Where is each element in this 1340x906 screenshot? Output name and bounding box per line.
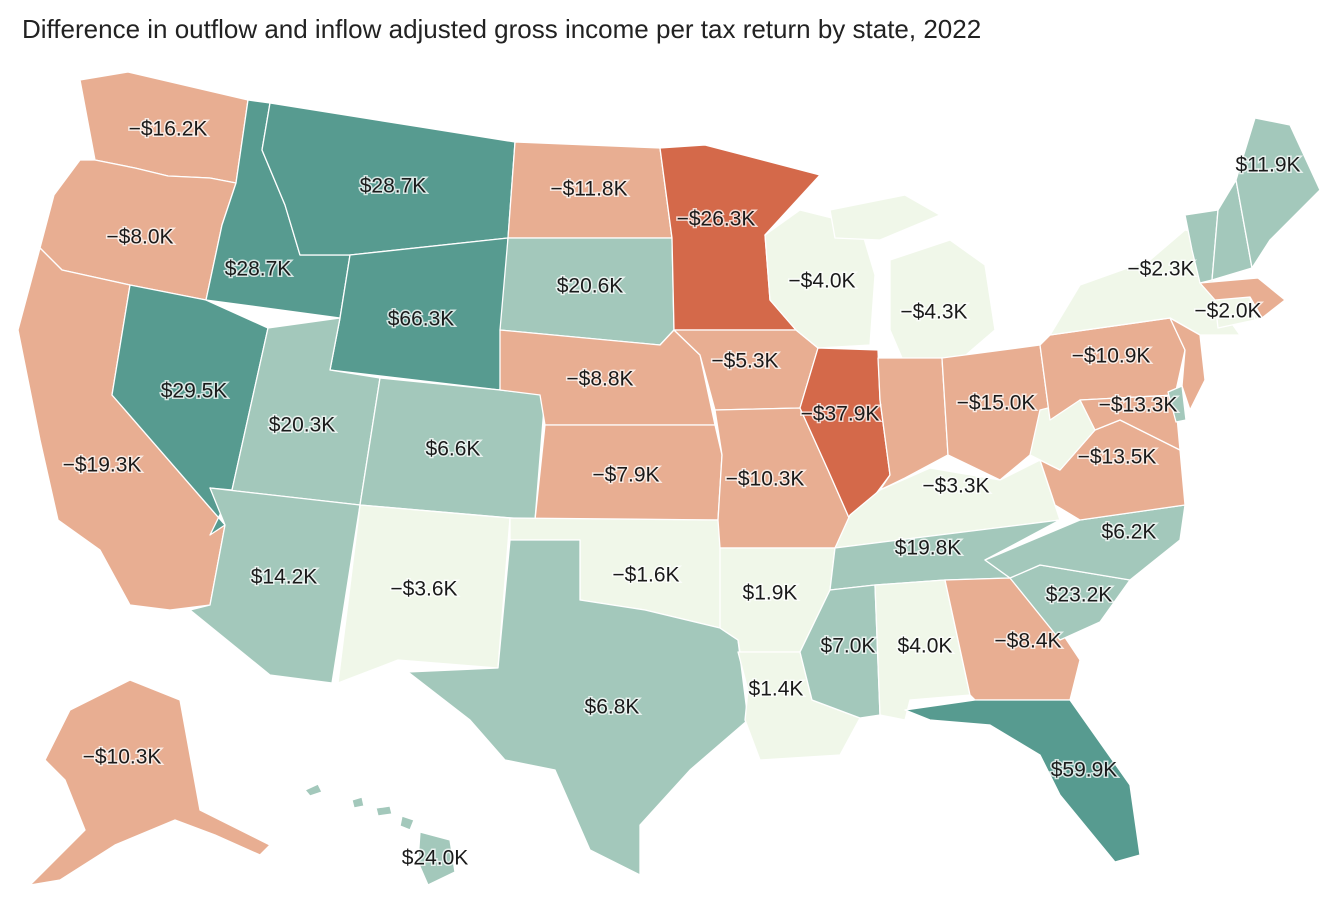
state-wy	[329, 237, 509, 391]
state-label-nv: $29.5K	[161, 380, 228, 403]
state-mi	[829, 194, 996, 366]
state-label-oh: −$15.0K	[957, 392, 1036, 415]
state-tx	[407, 539, 749, 876]
state-label-nd: −$11.8K	[550, 178, 627, 201]
state-label-ne: −$8.8K	[566, 368, 633, 391]
state-label-mt: $28.7K	[360, 175, 427, 198]
state-label-ny: −$2.3K	[1127, 258, 1194, 281]
state-label-ia: −$5.3K	[711, 350, 778, 373]
state-label-co: $6.6K	[426, 438, 481, 461]
state-label-az: $14.2K	[251, 566, 318, 589]
state-label-tn: $19.8K	[895, 537, 962, 560]
state-hi	[304, 783, 456, 886]
state-label-wy: $66.3K	[388, 308, 455, 331]
state-label-va: −$13.5K	[1078, 446, 1157, 469]
state-fl	[904, 699, 1141, 863]
state-label-la: $1.4K	[749, 678, 804, 701]
state-label-mi: −$4.3K	[900, 301, 967, 324]
state-ak	[29, 679, 271, 886]
state-label-id: $28.7K	[225, 258, 292, 281]
state-ma	[1199, 277, 1286, 319]
state-label-hi: $24.0K	[402, 847, 469, 870]
state-label-wi: −$4.0K	[788, 270, 855, 293]
state-me	[1235, 117, 1321, 269]
state-label-ky: −$3.3K	[922, 475, 989, 498]
state-label-ak: −$10.3K	[83, 746, 162, 769]
state-co	[359, 377, 546, 521]
state-de	[1167, 385, 1187, 423]
state-label-nc: $6.2K	[1102, 521, 1157, 544]
state-wi	[764, 209, 876, 349]
state-label-pa: −$10.9K	[1072, 345, 1151, 368]
state-label-ok: −$1.6K	[612, 564, 679, 587]
state-label-nm: −$3.6K	[390, 578, 457, 601]
state-label-mo: −$10.3K	[726, 468, 805, 491]
state-label-al: $4.0K	[898, 635, 953, 658]
state-label-or: −$8.0K	[106, 226, 173, 249]
state-label-ga: −$8.4K	[994, 630, 1061, 653]
state-label-ms: $7.0K	[821, 635, 876, 658]
state-label-me: $11.9K	[1236, 154, 1301, 177]
state-nj	[1169, 317, 1206, 411]
state-label-sd: $20.6K	[557, 275, 624, 298]
state-label-nj: −$13.3K	[1099, 394, 1178, 417]
state-md	[1079, 394, 1181, 451]
state-label-tx: $6.8K	[585, 696, 640, 719]
state-label-il: −$37.9K	[801, 403, 880, 426]
map-title: Difference in outflow and inflow adjuste…	[22, 14, 982, 44]
state-label-wa: −$16.2K	[129, 118, 208, 141]
state-label-ar: $1.9K	[743, 582, 798, 605]
state-label-ca: −$19.3K	[63, 454, 142, 477]
state-label-ks: −$7.9K	[592, 464, 659, 487]
state-label-sc: $23.2K	[1046, 584, 1113, 607]
state-vt	[1184, 209, 1219, 284]
state-az	[189, 487, 361, 684]
state-label-ma: −$2.0K	[1194, 300, 1261, 323]
state-label-mn: −$26.3K	[677, 208, 756, 231]
state-label-fl: $59.9K	[1051, 759, 1118, 782]
state-label-ut: $20.3K	[269, 414, 336, 437]
